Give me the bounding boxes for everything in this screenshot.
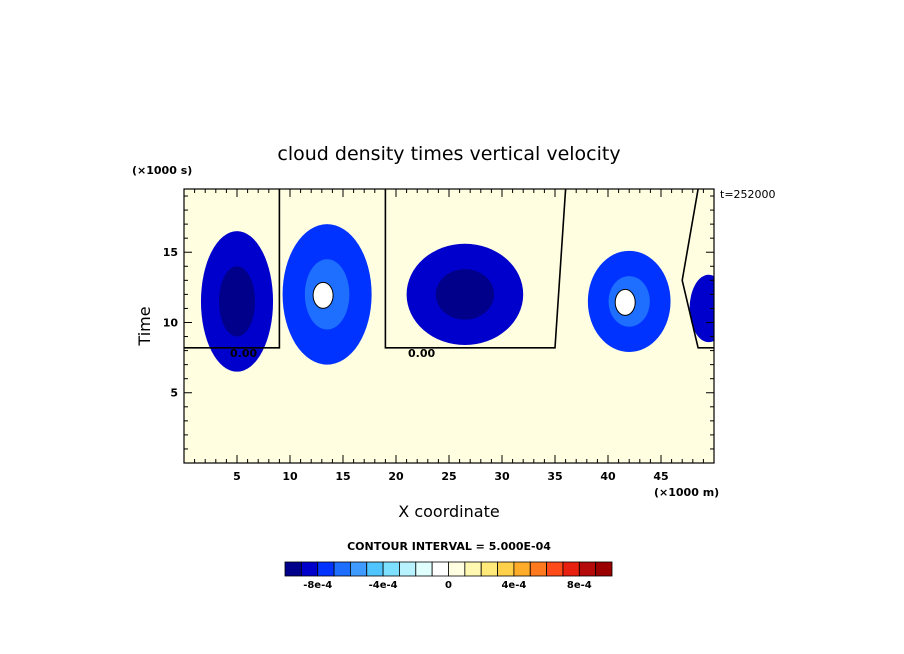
colorbar-label: -8e-4	[303, 580, 332, 591]
colorbar-swatch	[546, 561, 564, 577]
zero-contour-3	[681, 189, 714, 349]
axes-layer: 5 10 15 20 25 30 35 40 45 5 10 15	[163, 189, 714, 483]
zero-contour-layer	[184, 189, 714, 349]
colorbar-swatch	[333, 561, 351, 577]
feature-2	[282, 224, 372, 365]
colorbar-swatch	[366, 561, 384, 577]
colorbar-swatch	[464, 561, 482, 577]
colorbar-swatch	[562, 561, 580, 577]
chart-title: cloud density times vertical velocity	[277, 143, 620, 165]
colorbar-swatch	[431, 561, 449, 577]
x-axis-label: X coordinate	[398, 502, 499, 521]
colorbar-swatch	[317, 561, 335, 577]
zero-label-2: 0.00	[408, 347, 435, 360]
x-tick-label: 45	[653, 470, 668, 483]
y-axis-label: Time	[135, 306, 154, 346]
x-tick-label: 25	[441, 470, 456, 483]
x-tick-label: 20	[388, 470, 404, 483]
y-tick-label: 15	[163, 246, 178, 259]
x-tick-label: 35	[547, 470, 562, 483]
feature-3	[406, 243, 524, 345]
field-layer	[200, 224, 714, 372]
colorbar-swatch	[415, 561, 433, 577]
feature-5-level-1	[689, 274, 714, 343]
colorbar-swatch	[513, 561, 531, 577]
colorbar-label: -4e-4	[369, 580, 398, 591]
x-tick-label: 15	[335, 470, 350, 483]
colorbar-swatch	[497, 561, 515, 577]
y-tick-label: 10	[163, 316, 179, 329]
contour-interval-text: CONTOUR INTERVAL = 5.000E-04	[347, 540, 551, 553]
colorbar-swatch	[300, 561, 319, 577]
feature-2-peak	[312, 281, 334, 309]
y-unit-label: (×1000 s)	[132, 164, 192, 177]
colorbar-swatch	[399, 561, 417, 577]
feature-1	[200, 231, 274, 372]
feature-4	[587, 250, 671, 352]
zero-contour-2	[384, 189, 567, 349]
x-tick-label: 5	[233, 470, 241, 483]
colorbar-swatch	[382, 561, 400, 577]
x-tick-label: 40	[600, 470, 616, 483]
colorbar: -8e-4 -4e-4 0 4e-4 8e-4	[284, 561, 613, 591]
zero-contour-1	[184, 189, 281, 349]
x-tick-label: 30	[494, 470, 510, 483]
colorbar-swatch	[529, 561, 548, 577]
colorbar-swatch	[578, 561, 597, 577]
colorbar-swatch	[595, 561, 613, 577]
feature-1-level-2	[218, 266, 256, 337]
y-tick-label: 5	[170, 387, 178, 400]
colorbar-swatch	[349, 561, 368, 577]
colorbar-swatch	[284, 561, 302, 577]
colorbar-label: 8e-4	[567, 580, 592, 591]
colorbar-label: 4e-4	[501, 580, 526, 591]
time-stamp: t=252000	[720, 188, 776, 201]
colorbar-swatch	[448, 561, 466, 577]
x-unit-label: (×1000 m)	[654, 486, 719, 499]
feature-4-peak	[614, 288, 636, 316]
colorbar-label: 0	[445, 580, 452, 591]
feature-5	[689, 274, 714, 343]
colorbar-swatch	[480, 561, 498, 577]
zero-label-1: 0.00	[230, 347, 257, 360]
x-tick-label: 10	[282, 470, 298, 483]
feature-3-level-2	[435, 269, 495, 320]
